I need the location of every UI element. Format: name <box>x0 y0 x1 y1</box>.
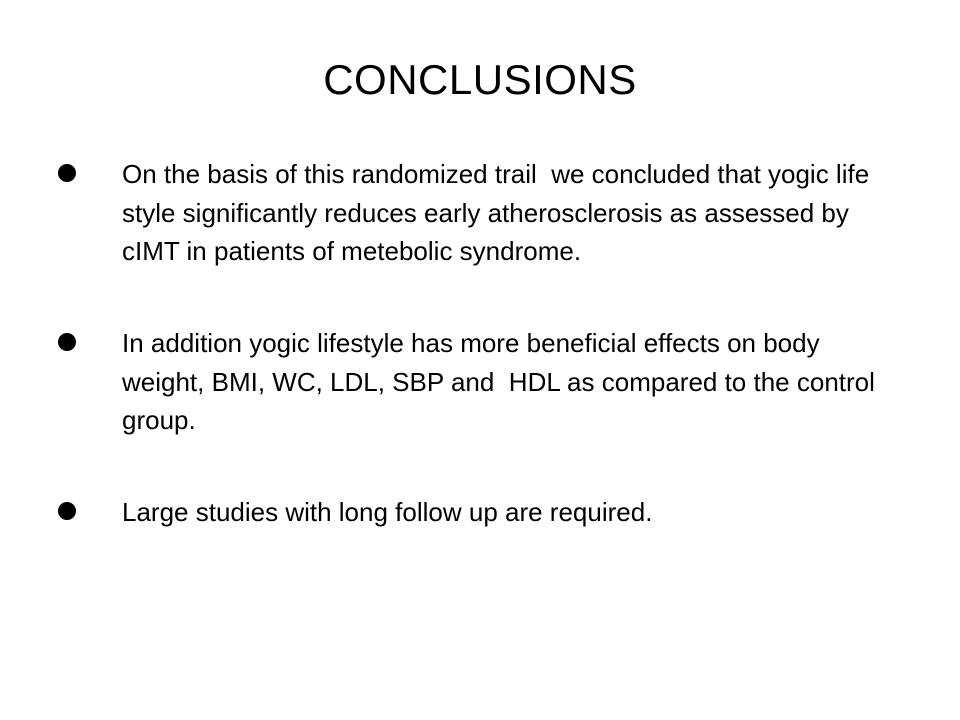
bullet-dot-icon <box>58 164 76 182</box>
bullet-text: On the basis of this randomized trail we… <box>122 159 877 266</box>
bullet-dot-icon <box>58 502 76 520</box>
bullet-dot-icon <box>58 333 76 351</box>
bullet-text: Large studies with long follow up are re… <box>122 497 653 527</box>
bullet-text: In addition yogic lifestyle has more ben… <box>122 328 883 435</box>
slide-title: CONCLUSIONS <box>323 56 637 103</box>
